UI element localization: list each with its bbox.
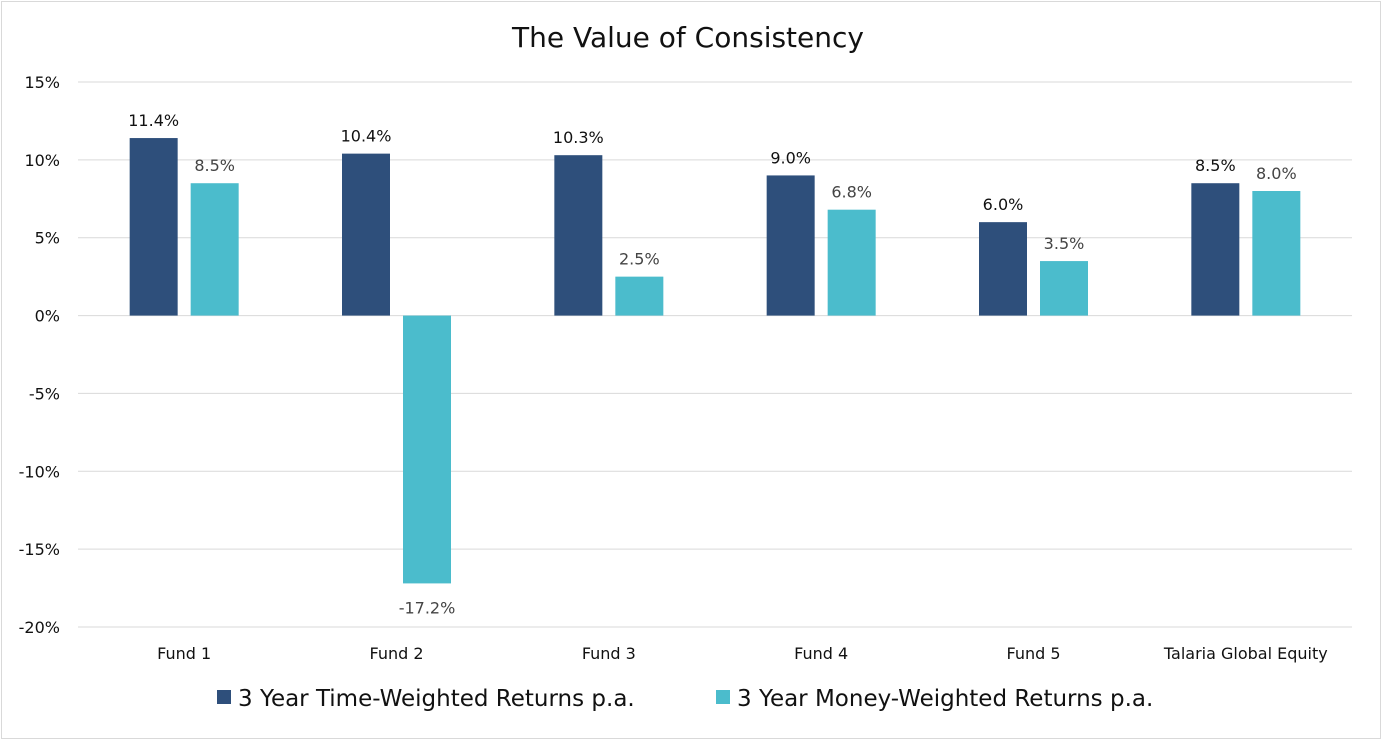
data-label: 10.4% xyxy=(341,127,392,146)
legend-swatch xyxy=(716,690,730,704)
data-label: 2.5% xyxy=(619,250,660,269)
bar-series-2 xyxy=(1040,261,1088,316)
bar-series-2 xyxy=(615,276,664,316)
bar-series-1 xyxy=(979,222,1027,316)
y-tick-label: -15% xyxy=(19,540,60,559)
data-labels: 11.4% 8.5% 10.4% -17.2% 10.3% 2.5% 9.0% 6.8% 6.0… xyxy=(128,111,1296,617)
y-tick-label: 10% xyxy=(24,151,60,170)
data-label: 9.0% xyxy=(770,148,811,167)
bar-series-2 xyxy=(190,183,239,316)
bar-series-2 xyxy=(1252,191,1301,316)
bar-series-1 xyxy=(554,155,603,316)
data-label: 6.8% xyxy=(831,183,872,202)
bar-series-1 xyxy=(342,153,390,316)
bar-series-1 xyxy=(1191,183,1240,316)
bar-series-1 xyxy=(766,175,815,316)
data-label: 8.5% xyxy=(1195,156,1236,175)
legend-swatch xyxy=(217,690,231,704)
data-label: 3.5% xyxy=(1044,234,1085,253)
data-label: 10.3% xyxy=(553,128,604,147)
bar-series-2 xyxy=(827,209,876,316)
x-category-label: Talaria Global Equity xyxy=(1163,644,1328,663)
y-tick-label: -20% xyxy=(19,618,60,637)
data-label: 8.5% xyxy=(194,156,235,175)
y-tick-label: 15% xyxy=(24,73,60,92)
x-category-label: Fund 3 xyxy=(582,644,636,663)
gridlines xyxy=(78,81,1352,628)
y-tick-label: -5% xyxy=(29,384,60,403)
y-tick-label: 5% xyxy=(35,229,60,248)
x-axis-categories: Fund 1 Fund 2 Fund 3 Fund 4 Fund 5 Talaria Gl… xyxy=(157,644,1328,663)
data-label: 8.0% xyxy=(1256,164,1297,183)
bar-series-2 xyxy=(403,315,451,584)
data-label: 6.0% xyxy=(983,195,1024,214)
x-category-label: Fund 1 xyxy=(157,644,211,663)
data-label: -17.2% xyxy=(399,598,456,617)
legend: 3 Year Time-Weighted Returns p.a. 3 Year … xyxy=(217,686,1153,712)
y-axis-ticks: 15% 10% 5% 0% -5% -10% -15% -20% xyxy=(19,73,60,637)
bar-series-1 xyxy=(129,138,178,316)
x-category-label: Fund 2 xyxy=(369,644,423,663)
legend-label: 3 Year Time-Weighted Returns p.a. xyxy=(238,686,635,712)
x-category-label: Fund 5 xyxy=(1006,644,1060,663)
legend-label: 3 Year Money-Weighted Returns p.a. xyxy=(737,686,1153,712)
y-tick-label: -10% xyxy=(19,462,60,481)
x-category-label: Fund 4 xyxy=(794,644,848,663)
y-tick-label: 0% xyxy=(35,307,60,326)
chart-title: The Value of Consistency xyxy=(511,21,864,54)
bars xyxy=(129,138,1301,584)
data-label: 11.4% xyxy=(128,111,179,130)
